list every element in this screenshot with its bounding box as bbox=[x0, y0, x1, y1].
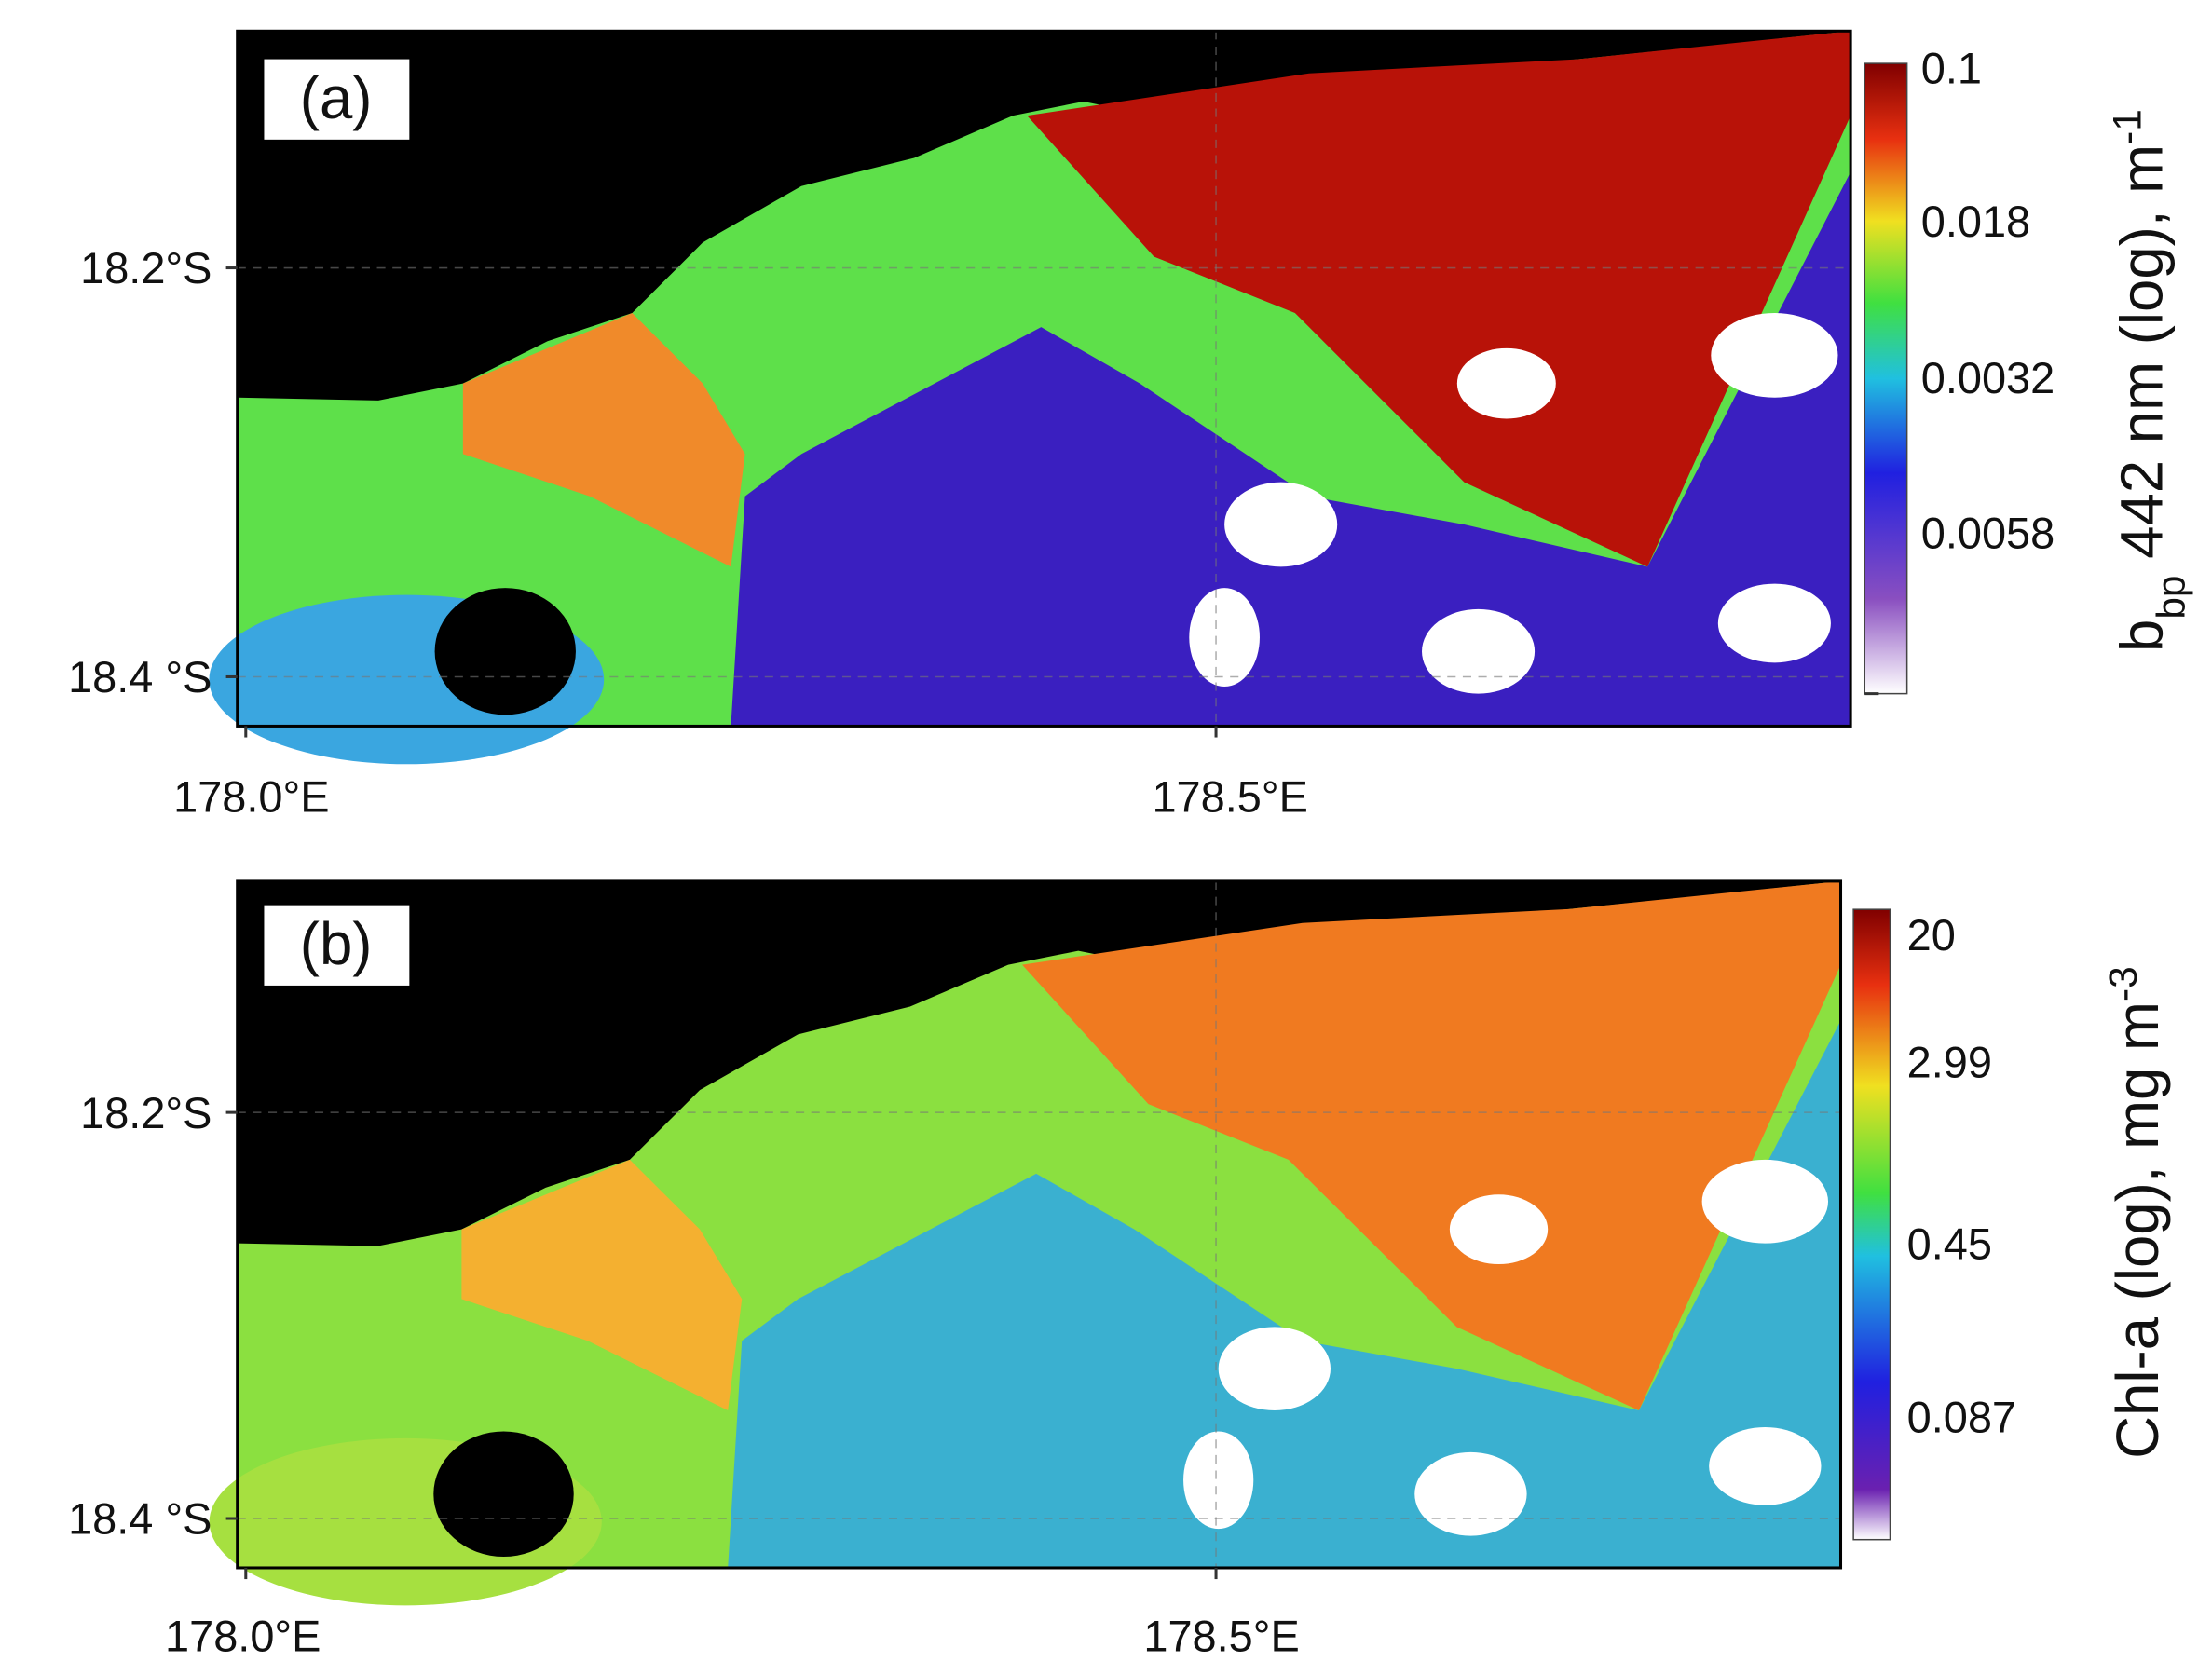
title-part: Chl-a (log), mg m bbox=[2105, 1001, 2171, 1459]
title-part: b bbox=[2110, 620, 2176, 652]
map-frame bbox=[236, 29, 1852, 728]
colorbar-title: Chl-a (log), mg m-3 bbox=[2101, 966, 2172, 1459]
y-axis-label: 18.4 °S bbox=[68, 653, 212, 701]
y-axis-label: 18.2°S bbox=[80, 244, 212, 293]
colorbar-tick-label: 0.018 bbox=[1921, 197, 2030, 246]
x-axis-label: 178.0°E bbox=[173, 773, 329, 822]
x-axis-label: 178.5°E bbox=[1143, 1612, 1299, 1660]
y-axis-label: 18.2°S bbox=[80, 1089, 212, 1137]
colorbar-tick-label: 0.0032 bbox=[1921, 354, 2055, 402]
colorbar bbox=[1852, 908, 1891, 1541]
colorbar-tick-label: 0.45 bbox=[1907, 1220, 1992, 1269]
title-superscript: -3 bbox=[2101, 966, 2145, 1001]
panel-label: (b) bbox=[300, 911, 373, 977]
colorbar-tick-label: 0.1 bbox=[1921, 44, 1982, 92]
map-frame bbox=[236, 879, 1843, 1570]
title-subscript: bp bbox=[2149, 576, 2192, 620]
label-box bbox=[264, 905, 410, 986]
title-superscript: -1 bbox=[2105, 109, 2149, 144]
colorbar-tick-label: 2.99 bbox=[1907, 1038, 1992, 1086]
colorbar-title: bbp 442 nm (log), m-1 bbox=[2105, 109, 2192, 652]
colorbar-tick-label: 0.087 bbox=[1907, 1394, 2016, 1442]
y-axis-label: 18.4 °S bbox=[68, 1495, 212, 1544]
panel-a: (a) 18.2°S 18.4 °S 178.0°E 178.5°E 0.1 0… bbox=[68, 29, 2192, 822]
x-axis-label: 178.5°E bbox=[1152, 773, 1307, 822]
map-image bbox=[209, 31, 1851, 765]
panel-label: (a) bbox=[300, 65, 373, 131]
colorbar bbox=[1864, 62, 1908, 695]
colorbar-tick-label: 0.0058 bbox=[1921, 510, 2055, 558]
panel-b: (b) 18.2°S 18.4 °S 178.0°E 178.5°E 20 2.… bbox=[68, 879, 2172, 1660]
title-part: 442 nm (log), m bbox=[2110, 144, 2176, 576]
colorbar-tick-label: 20 bbox=[1907, 911, 1956, 960]
x-axis-label: 178.0°E bbox=[165, 1612, 321, 1660]
map-image bbox=[209, 880, 1841, 1606]
label-box bbox=[264, 59, 410, 140]
